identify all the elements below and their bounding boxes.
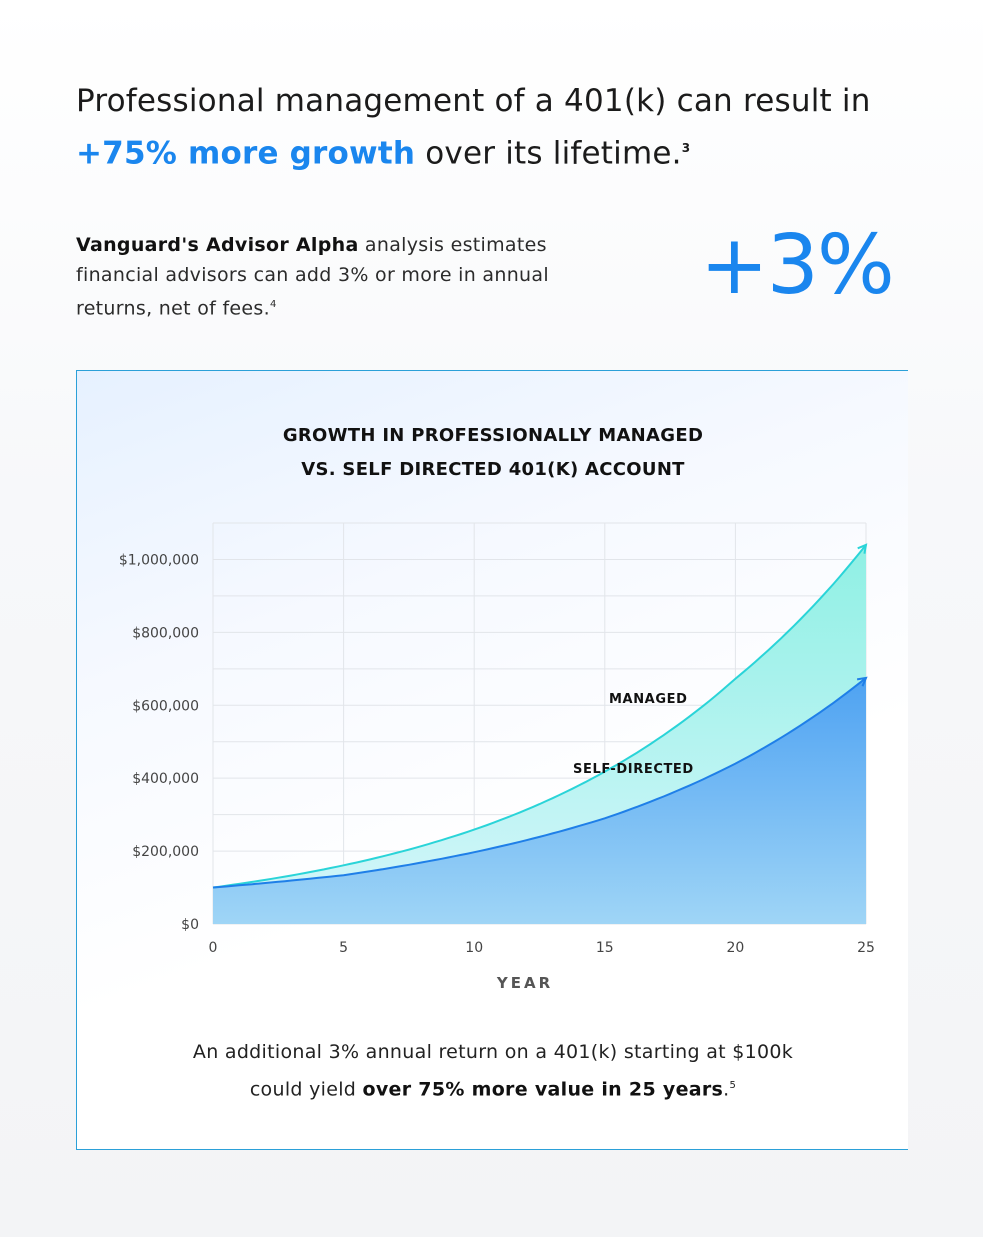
series-label-self-directed: SELF-DIRECTED [573,762,694,777]
x-tick-label: 20 [726,940,744,956]
footnote-period: . [723,1078,730,1101]
headline-text-end: over its lifetime. [415,135,682,172]
headline-highlight: +75% more growth [76,135,416,172]
chart-title-line2: VS. SELF DIRECTED 401(K) ACCOUNT [301,459,685,480]
series-label-managed: MANAGED [609,692,687,707]
intro-paragraph: Vanguard's Advisor Alpha analysis estima… [76,230,616,323]
headline: Professional management of a 401(k) can … [76,78,876,177]
growth-chart: $0 $200,000 $400,000 $600,000 $800,000 $1,000… [119,522,875,992]
y-tick-label: $600,000 [132,698,199,714]
footnote-line1: An additional 3% annual return on a 401(… [192,1041,794,1063]
self-directed-arrowhead [856,676,868,687]
big-stat: +3% [700,218,895,313]
footnote-text: could yield [249,1078,363,1101]
chart-footnote: An additional 3% annual return on a 401(… [77,1035,909,1106]
x-axis-label: YEAR [496,974,553,992]
y-tick-label: $1,000,000 [119,552,199,568]
managed-arrowhead [857,543,868,554]
chart-title-line1: GROWTH IN PROFESSIONALLY MANAGED [282,425,704,446]
chart-card: GROWTH IN PROFESSIONALLY MANAGED VS. SEL… [76,370,908,1150]
footnote-bold: over 75% more value in 25 years [362,1078,724,1101]
y-tick-label: $0 [181,917,199,933]
chart-title: GROWTH IN PROFESSIONALLY MANAGED VS. SEL… [77,419,909,487]
headline-footnote-mark: 3 [681,141,691,155]
y-axis-ticks: $0 $200,000 $400,000 $600,000 $800,000 $1,000… [119,552,199,933]
y-tick-label: $800,000 [132,625,199,641]
x-axis-ticks: 0 5 10 15 20 25 [209,940,875,956]
self-directed-area [213,677,866,924]
x-tick-label: 10 [465,940,483,956]
x-tick-label: 15 [596,940,614,956]
x-tick-label: 25 [857,940,875,956]
footnote-line2: could yield over 75% more value in 25 ye… [77,1069,909,1106]
managed-line [212,544,867,889]
x-tick-label: 0 [209,940,218,956]
y-tick-label: $400,000 [132,771,199,787]
y-tick-label: $200,000 [132,844,199,860]
intro-text: analysis estimates financial advisors ca… [76,234,549,320]
x-tick-label: 5 [339,940,348,956]
footnote-mark: 5 [729,1080,737,1091]
headline-text: Professional management of a 401(k) can … [76,83,871,119]
intro-source: Vanguard's Advisor Alpha [76,234,359,256]
intro-footnote-mark: 4 [269,299,277,310]
self-directed-line [212,677,867,889]
